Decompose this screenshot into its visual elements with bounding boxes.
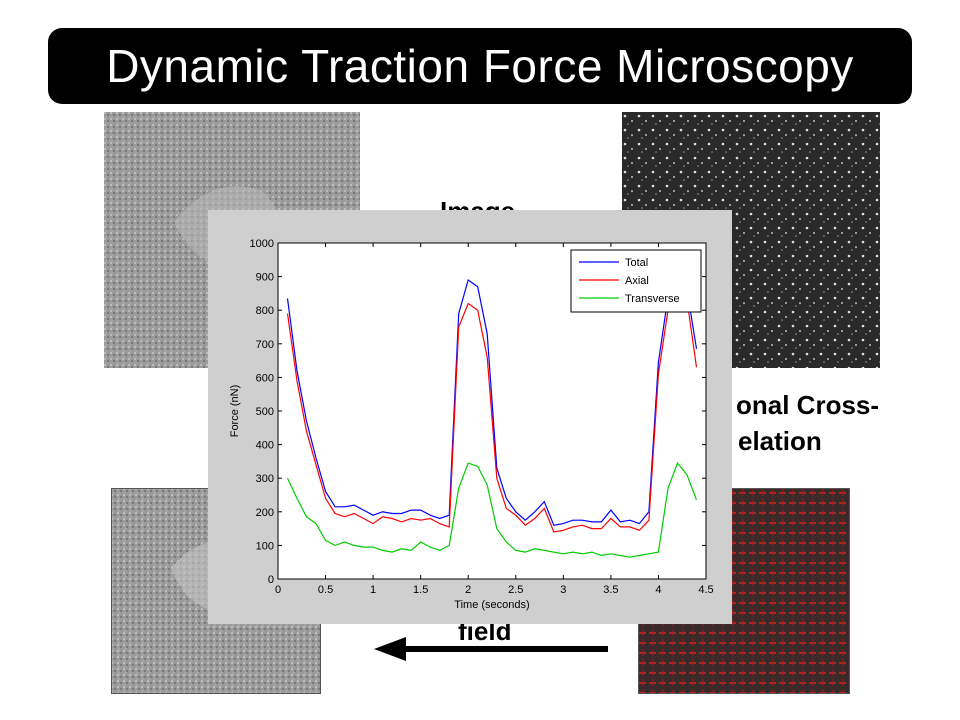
cross-correlation-label-line1: onal Cross- (736, 390, 880, 420)
y-tick-label: 0 (268, 574, 274, 586)
y-tick-label: 700 (256, 339, 274, 351)
x-tick-label: 4 (655, 584, 661, 596)
force-chart: 0 0.5 1 1.5 2 2.5 3 3.5 4 4.5 0 100 200 300 400 500 600 7… (229, 238, 714, 611)
x-tick-label: 3.5 (603, 584, 618, 596)
series-line-total (286, 277, 698, 526)
series-line-transverse (286, 461, 698, 558)
force-chart-panel: 0 0.5 1 1.5 2 2.5 3 3.5 4 4.5 0 100 200 300 400 500 600 7… (208, 210, 732, 624)
x-tick-label: 0 (275, 584, 281, 596)
x-tick-label: 2.5 (508, 584, 523, 596)
y-tick-label: 600 (256, 372, 274, 384)
x-tick-label: 4.5 (698, 584, 713, 596)
x-tick-label: 1 (370, 584, 376, 596)
x-axis-label: Time (seconds) (454, 599, 529, 611)
y-tick-label: 400 (256, 440, 274, 452)
title-bar: Dynamic Traction Force Microscopy (48, 28, 912, 104)
series-line-axial (286, 288, 698, 533)
legend-label-axial: Axial (625, 275, 649, 287)
slide-title: Dynamic Traction Force Microscopy (106, 40, 854, 92)
y-tick-label: 800 (256, 305, 274, 317)
x-tick-label: 0.5 (318, 584, 333, 596)
legend-label-total: Total (625, 257, 648, 269)
legend-box (570, 249, 702, 313)
y-axis-label: Force (nN) (229, 385, 241, 438)
y-tick-label: 1000 (250, 238, 274, 250)
cross-correlation-label-line2: elation (738, 426, 822, 456)
x-tick-label: 1.5 (413, 584, 428, 596)
y-tick-label: 200 (256, 507, 274, 519)
legend-label-transverse: Transverse (625, 293, 680, 305)
x-tick-label: 3 (560, 584, 566, 596)
y-tick-label: 500 (256, 406, 274, 418)
y-tick-label: 100 (256, 540, 274, 552)
x-tick-label: 2 (465, 584, 471, 596)
y-tick-label: 900 (256, 272, 274, 284)
y-tick-label: 300 (256, 473, 274, 485)
left-arrow-icon (374, 637, 608, 661)
